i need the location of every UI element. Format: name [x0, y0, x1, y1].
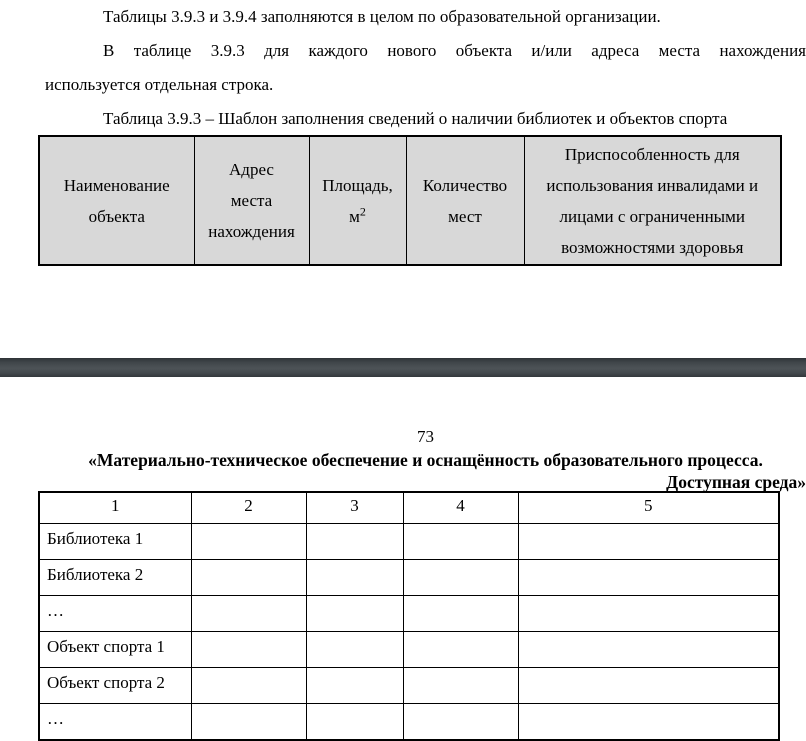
paragraph-body-line-1: В таблице 3.9.3 для каждого нового объек…	[103, 41, 806, 60]
data-table: 1 2 3 4 5 Библиотека 1 Библиотека 2 …	[38, 491, 780, 741]
table-row-library-1: Библиотека 1	[38, 523, 780, 560]
table-cell	[190, 703, 307, 741]
column-number-cell: 5	[517, 491, 780, 524]
table-cell	[402, 559, 519, 596]
paragraph-tables-note: Таблицы 3.9.3 и 3.9.4 заполняются в цело…	[103, 7, 661, 26]
table-row-ellipsis-2: …	[38, 703, 780, 741]
column-number-cell: 1	[38, 491, 192, 524]
table-cell	[190, 523, 307, 560]
table-cell	[517, 595, 780, 632]
header-cell-seats: Количество мест	[405, 135, 525, 266]
superscript-2: 2	[359, 203, 366, 218]
row-label-cell: Библиотека 1	[38, 523, 192, 560]
table-row-sport-1: Объект спорта 1	[38, 631, 780, 668]
row-label-cell: Объект спорта 2	[38, 667, 192, 704]
table-cell	[190, 667, 307, 704]
paragraph-body-line-2: используется отдельная строка.	[45, 75, 274, 94]
table-cell	[190, 595, 307, 632]
table-cell	[305, 595, 404, 632]
table-cell	[190, 631, 307, 668]
table-cell	[517, 667, 780, 704]
header-cell-area: Площадь, м2	[308, 135, 407, 266]
column-number-cell: 2	[190, 491, 307, 524]
table-cell	[305, 523, 404, 560]
table-cell	[305, 703, 404, 741]
column-number-cell: 3	[305, 491, 404, 524]
page-separator-bar	[0, 358, 806, 377]
table-cell	[402, 523, 519, 560]
table-cell	[517, 703, 780, 741]
table-cell	[402, 667, 519, 704]
table-cell	[305, 559, 404, 596]
row-label-cell: …	[38, 703, 192, 741]
page-number: 73	[417, 427, 434, 446]
table-cell	[190, 559, 307, 596]
header-cell-accessibility: Приспособленность для использования инва…	[523, 135, 782, 266]
section-title-line-1: «Материально-техническое обеспечение и о…	[88, 450, 763, 470]
row-label-cell: Библиотека 2	[38, 559, 192, 596]
header-cell-address: Адрес места нахождения	[193, 135, 310, 266]
table-cell	[305, 631, 404, 668]
table-cell	[402, 631, 519, 668]
table-cell	[305, 667, 404, 704]
template-table: Наименование объекта Адрес места нахожде…	[38, 135, 782, 266]
table-cell	[517, 523, 780, 560]
table-cell	[402, 703, 519, 741]
header-cell-object-name: Наименование объекта	[38, 135, 195, 266]
table-row-library-2: Библиотека 2	[38, 559, 780, 596]
template-table-header-row: Наименование объекта Адрес места нахожде…	[38, 135, 782, 266]
table-row-sport-2: Объект спорта 2	[38, 667, 780, 704]
column-number-cell: 4	[402, 491, 519, 524]
table-cell	[517, 631, 780, 668]
table-cell	[402, 595, 519, 632]
table-caption: Таблица 3.9.3 – Шаблон заполнения сведен…	[103, 109, 728, 128]
row-label-cell: Объект спорта 1	[38, 631, 192, 668]
row-label-cell: …	[38, 595, 192, 632]
table-cell	[517, 559, 780, 596]
section-title-line-2: Доступная среда»	[666, 472, 806, 492]
column-number-row: 1 2 3 4 5	[38, 491, 780, 524]
table-row-ellipsis: …	[38, 595, 780, 632]
